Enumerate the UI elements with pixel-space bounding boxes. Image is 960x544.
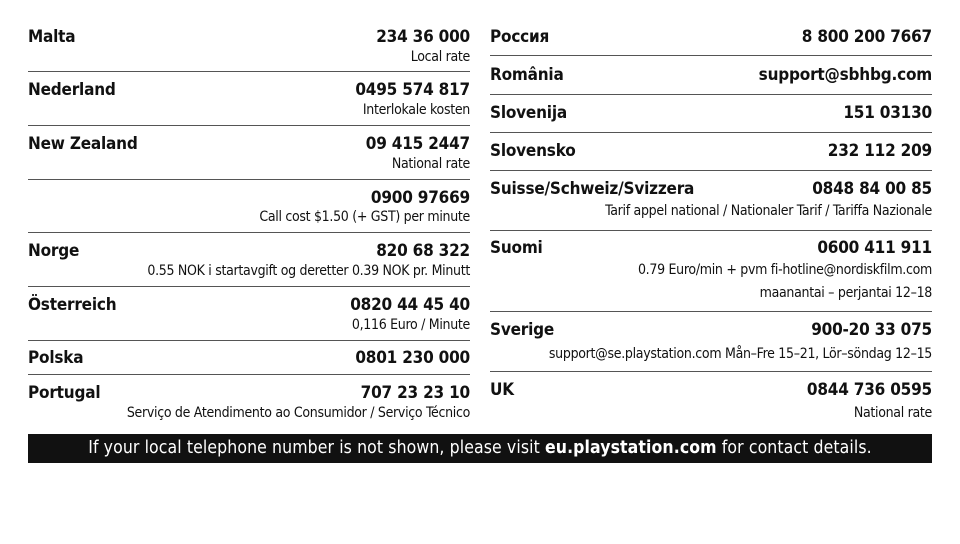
contact-number: 0900 97669	[370, 188, 470, 208]
divider	[28, 340, 470, 341]
contact-entry: Slovenija 151 03130	[490, 103, 932, 123]
country-name: Suisse/Schweiz/Svizzera	[490, 179, 695, 199]
contact-number: 8 800 200 7667	[801, 27, 932, 47]
divider	[28, 179, 470, 180]
contact-number: 232 112 209	[827, 141, 932, 161]
contact-entry: Portugal 707 23 23 10 Serviço de Atendimen…	[28, 383, 471, 421]
divider	[490, 55, 932, 56]
contact-entry: Malta 234 36 000 Local rate	[28, 27, 470, 65]
contact-number: 900-20 33 075	[811, 320, 932, 340]
country-name: Sverige	[490, 320, 555, 340]
banner-text: If your local telephone number is not sh…	[88, 438, 545, 458]
contact-entry: 0900 97669 Call cost $1.50 (+ GST) per mi…	[28, 188, 470, 225]
divider	[490, 170, 932, 171]
rate-note: Tarif appel national / Nationaler Tarif …	[605, 203, 932, 219]
country-name: Slovensko	[490, 141, 576, 161]
contact-number: 0848 84 00 85	[812, 179, 932, 199]
divider	[490, 94, 932, 95]
contact-entry: Österreich 0820 44 45 40 0,116 Euro / Minu…	[28, 295, 470, 333]
contact-number: 0600 411 911	[817, 238, 932, 258]
rate-note: National rate	[853, 405, 932, 421]
contact-number: 0495 574 817	[355, 80, 470, 100]
rate-note: Interlokale kosten	[362, 102, 470, 118]
banner-text-end: for contact details.	[716, 438, 872, 458]
divider	[28, 374, 470, 375]
contact-entry: Polska 0801 230 000	[28, 348, 470, 368]
contact-number: 0801 230 000	[355, 348, 470, 368]
contact-number: 234 36 000	[376, 27, 470, 47]
contact-entry: Sverige 900-20 33 075 support@se.playstati…	[490, 320, 932, 362]
rate-note: National rate	[391, 156, 470, 172]
country-name: Norge	[28, 241, 80, 261]
contact-number: 707 23 23 10	[360, 383, 471, 403]
contact-number: 09 415 2447	[365, 134, 470, 154]
contact-entry: Nederland 0495 574 817 Interlokale kosten	[28, 80, 470, 118]
contact-number: 151 03130	[843, 103, 932, 123]
website-link[interactable]: eu.playstation.com	[544, 438, 717, 458]
divider	[28, 125, 470, 126]
rate-note: 0.55 NOK i startavgift og deretter 0.39 …	[147, 263, 470, 279]
country-name: Slovenija	[490, 103, 567, 123]
country-name: Polska	[28, 348, 84, 368]
contact-entry: Россия 8 800 200 7667	[490, 27, 932, 47]
contact-entry: Slovensko 232 112 209	[490, 141, 932, 161]
divider	[490, 371, 932, 372]
divider	[28, 232, 470, 233]
contact-entry: România support@sbhbg.com	[490, 65, 932, 85]
rate-note: Serviço de Atendimento ao Consumidor / S…	[126, 405, 470, 421]
contact-entry: New Zealand 09 415 2447 National rate	[28, 134, 470, 172]
divider	[28, 71, 470, 72]
rate-note: Call cost $1.50 (+ GST) per minute	[259, 209, 470, 225]
divider	[490, 230, 932, 231]
country-name: Österreich	[28, 295, 117, 315]
contact-number: 820 68 322	[376, 241, 470, 261]
rate-note: maanantai – perjantai 12–18	[759, 285, 933, 301]
country-name: New Zealand	[28, 134, 138, 154]
country-name: Россия	[490, 27, 550, 47]
divider	[490, 311, 932, 312]
contact-entry: UK 0844 736 0595 National rate	[490, 380, 932, 421]
contact-entry: Norge 820 68 322 0.55 NOK i startavgift og…	[28, 241, 470, 279]
country-name: Suomi	[490, 238, 543, 258]
country-name: Nederland	[28, 80, 116, 100]
contact-number: 0844 736 0595	[806, 380, 932, 400]
country-name: UK	[490, 380, 514, 400]
country-name: Portugal	[28, 383, 101, 403]
footer-banner: If your local telephone number is not sh…	[28, 434, 932, 463]
contact-entry: Suomi 0600 411 911 0.79 Euro/min + pvm fi-…	[490, 238, 932, 301]
rate-note: 0.79 Euro/min + pvm fi-hotline@nordiskfi…	[637, 262, 932, 278]
contact-number: 0820 44 45 40	[350, 295, 470, 315]
contact-entry: Suisse/Schweiz/Svizzera 0848 84 00 85 Tari…	[490, 179, 932, 219]
rate-note: 0,116 Euro / Minute	[351, 317, 470, 333]
country-name: România	[490, 65, 564, 85]
country-name: Malta	[28, 27, 76, 47]
divider	[490, 132, 932, 133]
divider	[28, 286, 470, 287]
rate-note: Local rate	[410, 49, 471, 65]
contact-number: support@sbhbg.com	[758, 65, 933, 85]
rate-note: support@se.playstation.com Mån–Fre 15–21…	[548, 346, 932, 362]
